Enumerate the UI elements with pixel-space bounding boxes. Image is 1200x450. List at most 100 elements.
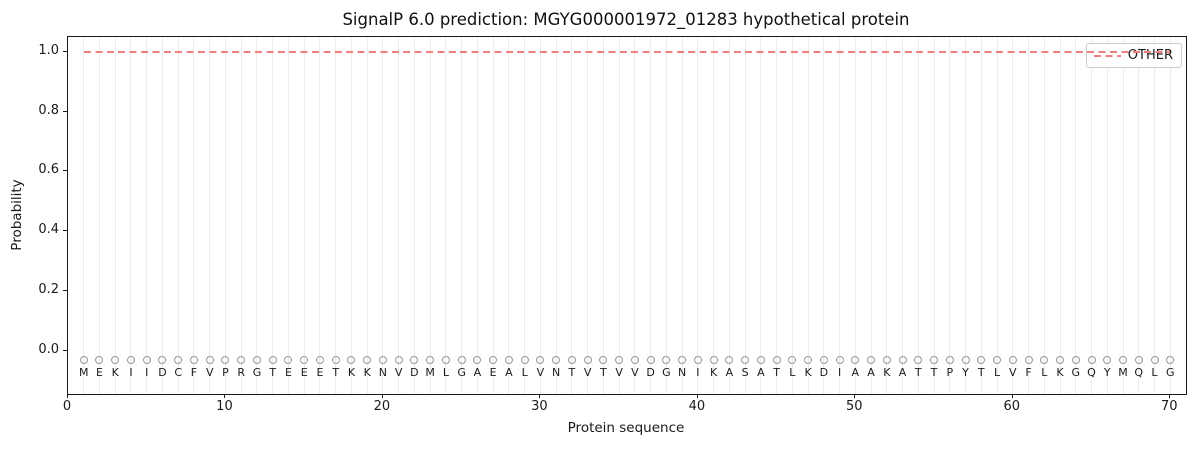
residue-letter: M bbox=[78, 365, 89, 379]
gridline bbox=[665, 37, 667, 394]
residue-marker bbox=[1040, 355, 1049, 364]
gridline bbox=[476, 37, 478, 394]
residue-marker bbox=[268, 355, 277, 364]
residue-marker bbox=[158, 355, 167, 364]
chart-title: SignalP 6.0 prediction: MGYG000001972_01… bbox=[342, 10, 910, 29]
residue-letter: N bbox=[677, 365, 687, 379]
gridline bbox=[823, 37, 825, 394]
residue-marker bbox=[599, 355, 608, 364]
gridline bbox=[508, 37, 510, 394]
gridline bbox=[618, 37, 620, 394]
y-tick-label: 0.0 bbox=[38, 341, 59, 357]
residue-letter: V bbox=[631, 365, 639, 379]
residue-letter: V bbox=[205, 365, 214, 379]
gridline bbox=[681, 37, 683, 394]
gridline bbox=[1091, 37, 1093, 394]
x-axis-tick bbox=[224, 394, 226, 398]
residue-letter: N bbox=[378, 365, 388, 379]
residue-marker bbox=[772, 355, 781, 364]
gridline bbox=[634, 37, 636, 394]
residue-letter: S bbox=[741, 365, 749, 379]
gridline bbox=[398, 37, 400, 394]
residue-marker bbox=[489, 355, 498, 364]
gridline bbox=[996, 37, 998, 394]
residue-letter: T bbox=[930, 365, 938, 379]
gridline bbox=[366, 37, 368, 394]
residue-letter: A bbox=[898, 365, 907, 379]
residue-marker bbox=[898, 355, 907, 364]
residue-letter: L bbox=[442, 365, 449, 379]
residue-marker bbox=[725, 355, 734, 364]
gridline bbox=[980, 37, 982, 394]
gridline bbox=[272, 37, 274, 394]
residue-marker bbox=[394, 355, 403, 364]
gridline bbox=[886, 37, 888, 394]
residue-letter: T bbox=[773, 365, 780, 379]
residue-marker bbox=[693, 355, 702, 364]
residue-marker bbox=[457, 355, 466, 364]
gridline bbox=[382, 37, 384, 394]
residue-marker bbox=[1008, 355, 1017, 364]
residue-marker bbox=[615, 355, 624, 364]
residue-marker bbox=[347, 355, 356, 364]
gridline bbox=[602, 37, 604, 394]
gridline bbox=[177, 37, 179, 394]
gridline bbox=[429, 37, 431, 394]
gridline bbox=[1043, 37, 1045, 394]
residue-letter: L bbox=[521, 365, 528, 379]
y-axis-tick bbox=[63, 230, 67, 232]
residue-letter: D bbox=[410, 365, 419, 379]
gridline bbox=[539, 37, 541, 394]
residue-letter: E bbox=[489, 365, 497, 379]
residue-letter: K bbox=[111, 365, 119, 379]
residue-letter: K bbox=[804, 365, 812, 379]
gridline bbox=[965, 37, 967, 394]
other-probability-line bbox=[83, 50, 1171, 53]
gridline bbox=[744, 37, 746, 394]
residue-letter: P bbox=[946, 365, 954, 379]
residue-marker bbox=[315, 355, 324, 364]
residue-letter: F bbox=[1025, 365, 1032, 379]
residue-letter: D bbox=[158, 365, 167, 379]
residue-letter: T bbox=[332, 365, 340, 379]
residue-marker bbox=[1087, 355, 1096, 364]
gridline bbox=[1059, 37, 1061, 394]
residue-marker bbox=[1119, 355, 1127, 364]
gridline bbox=[1169, 37, 1171, 394]
gridline bbox=[114, 37, 116, 394]
residue-letter: T bbox=[600, 365, 607, 379]
y-axis-tick bbox=[63, 170, 67, 172]
residue-letter: P bbox=[222, 365, 229, 379]
y-tick-label: 1.0 bbox=[38, 42, 59, 58]
x-axis-label: Protein sequence bbox=[567, 420, 685, 436]
residue-letter: T bbox=[269, 365, 277, 379]
residue-marker bbox=[205, 355, 214, 364]
gridline bbox=[287, 37, 289, 394]
gridline bbox=[854, 37, 856, 394]
residue-marker bbox=[835, 355, 844, 364]
residue-letter: V bbox=[394, 365, 403, 379]
gridline bbox=[760, 37, 762, 394]
gridline bbox=[917, 37, 919, 394]
residue-letter: A bbox=[757, 365, 765, 379]
y-axis-tick bbox=[63, 349, 67, 351]
residue-letter: Y bbox=[962, 365, 969, 379]
residue-letter: G bbox=[1071, 365, 1081, 379]
x-axis-tick bbox=[854, 394, 856, 398]
y-axis-tick bbox=[63, 289, 67, 291]
gridline bbox=[224, 37, 226, 394]
gridline bbox=[650, 37, 652, 394]
residue-marker bbox=[1056, 355, 1065, 364]
residue-letter: T bbox=[568, 365, 576, 379]
gridline bbox=[1154, 37, 1155, 394]
residue-letter: R bbox=[237, 365, 246, 379]
residue-marker bbox=[331, 355, 340, 364]
x-axis-tick bbox=[696, 394, 698, 398]
y-axis-tick bbox=[63, 110, 67, 112]
x-axis-tick bbox=[1011, 394, 1013, 398]
residue-marker bbox=[552, 355, 561, 364]
residue-marker bbox=[284, 355, 293, 364]
gridline bbox=[791, 37, 793, 394]
residue-marker bbox=[819, 355, 828, 364]
